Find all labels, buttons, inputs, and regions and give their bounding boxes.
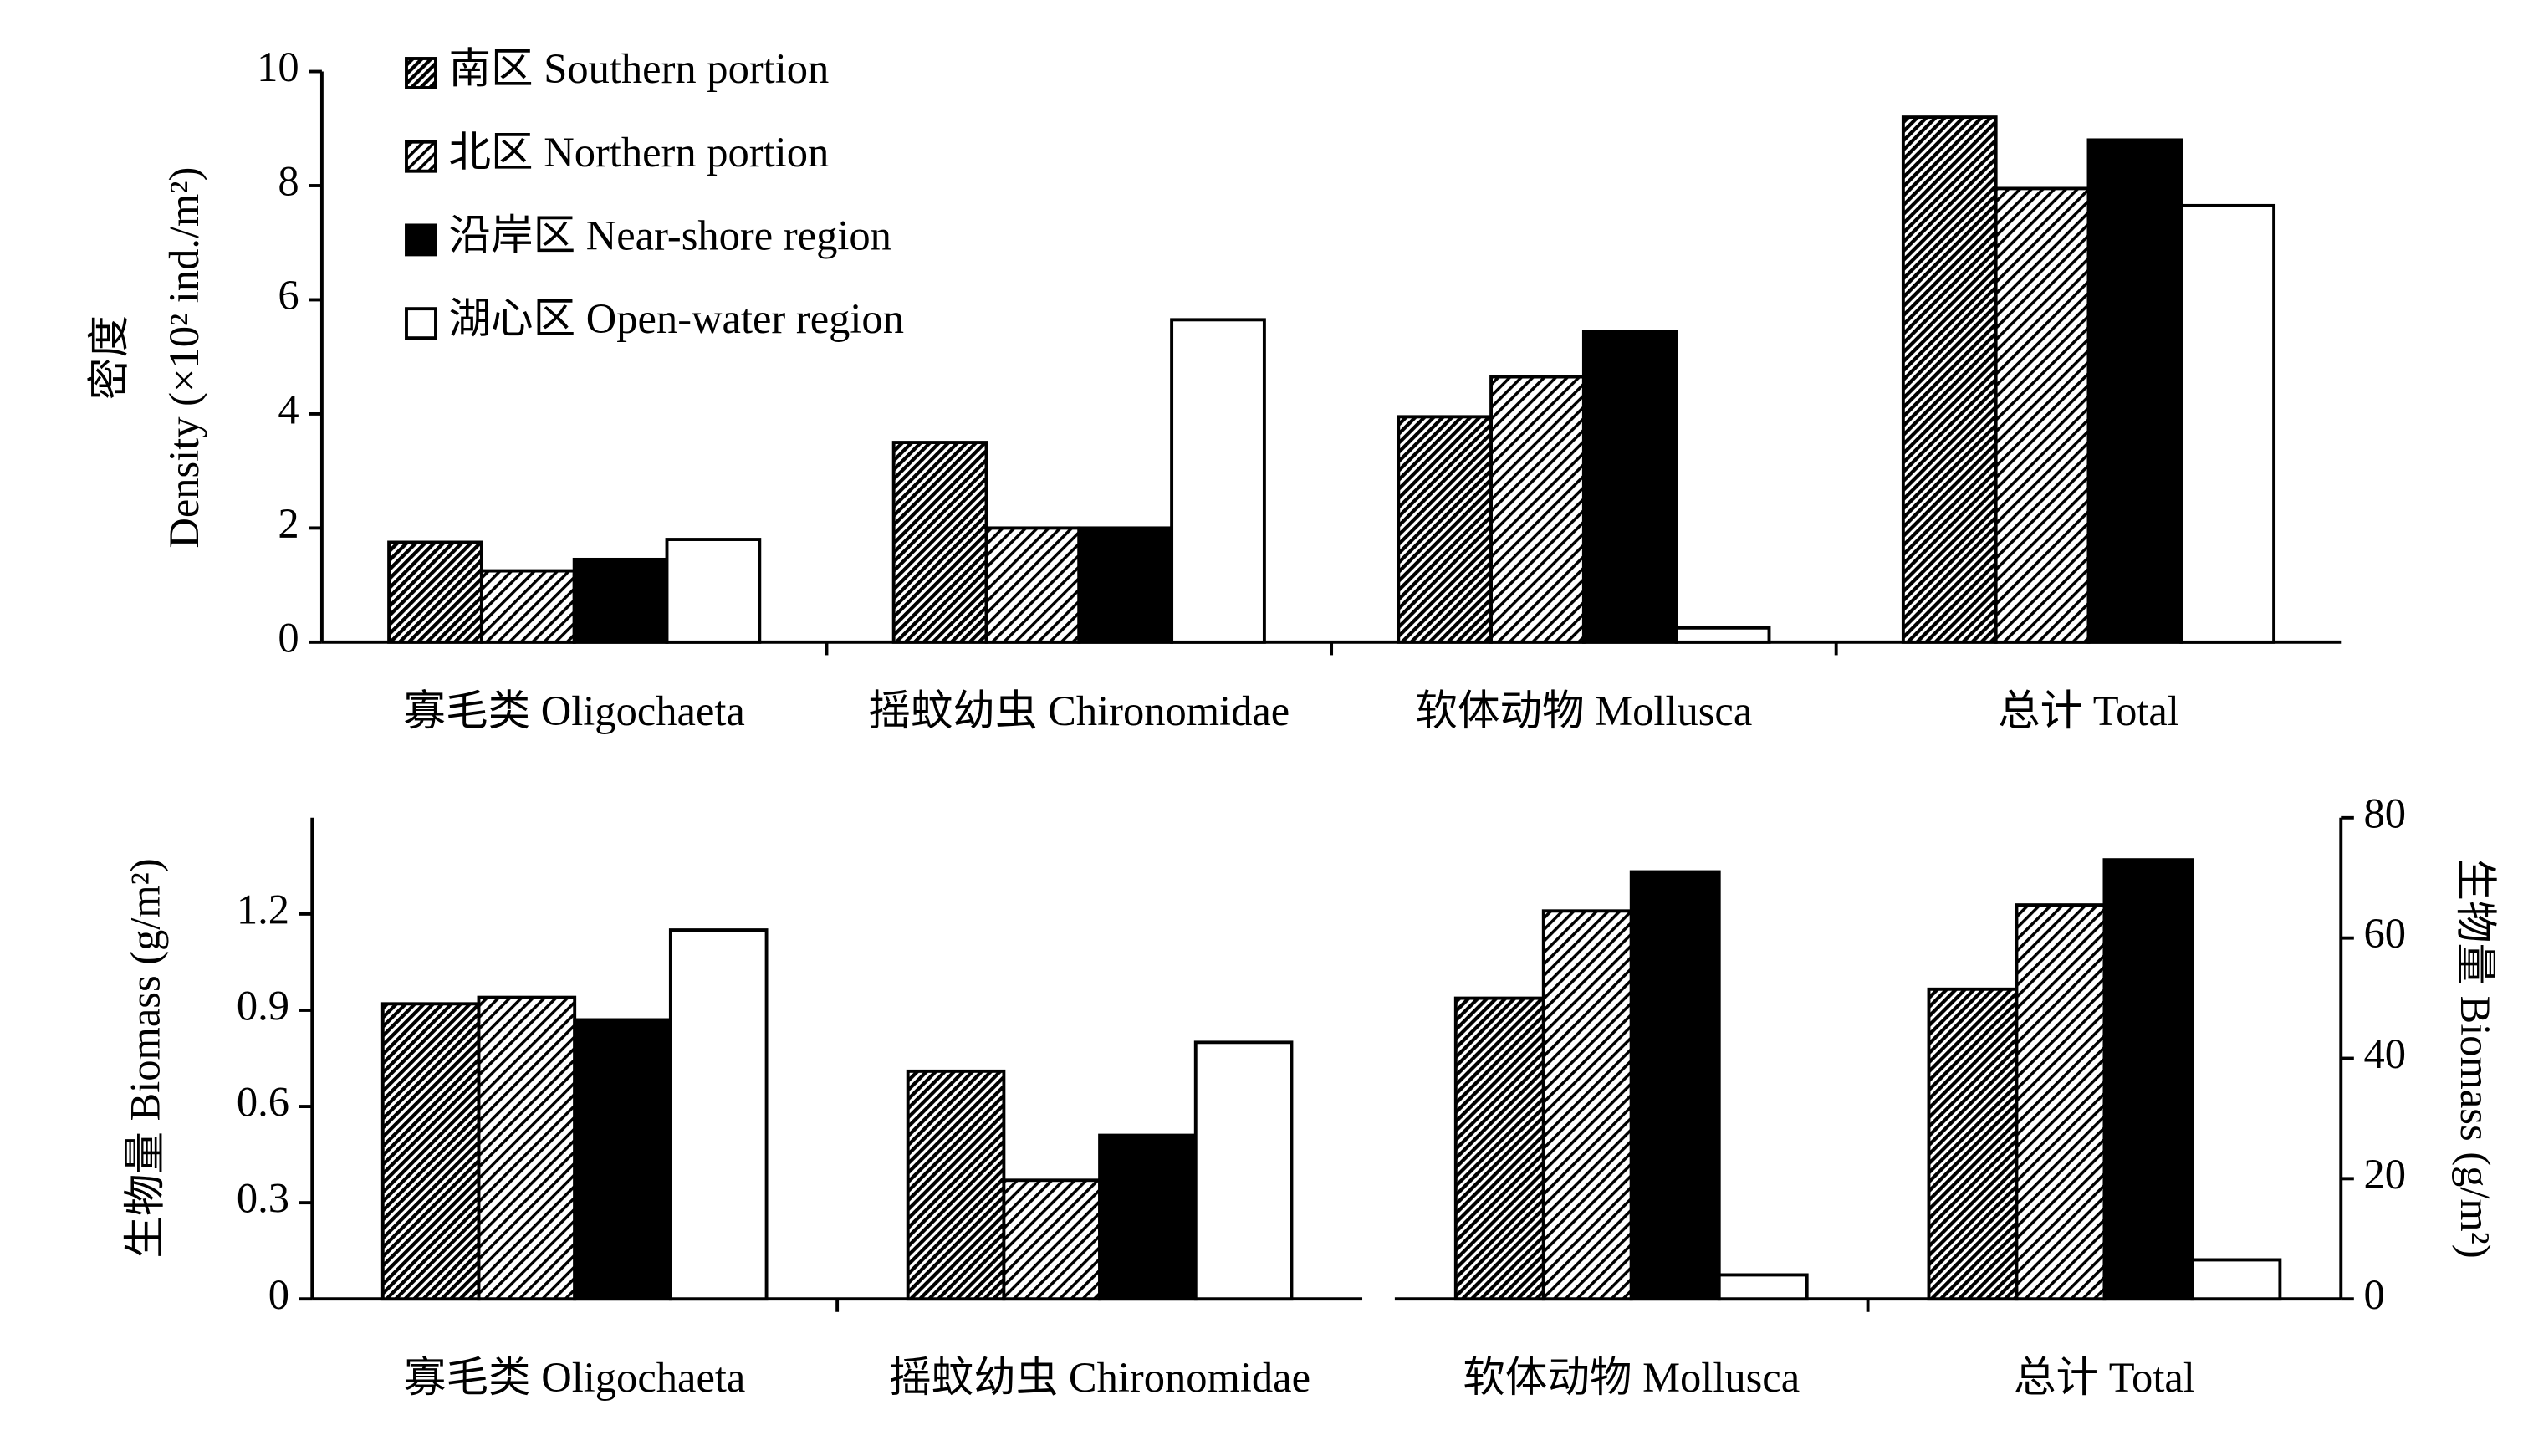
bar bbox=[1077, 526, 1174, 644]
bar bbox=[572, 557, 669, 644]
bar bbox=[477, 995, 577, 1301]
x-tick-label: 寡毛类 Oligochaeta bbox=[404, 1354, 745, 1401]
bar bbox=[1170, 318, 1266, 644]
y-tick-label: 60 bbox=[2363, 910, 2406, 957]
y-tick-label: 0.6 bbox=[237, 1079, 289, 1126]
x-tick-label: 总计 Total bbox=[1998, 687, 2179, 734]
x-tick-label: 摇蚊幼虫 Chironomidae bbox=[889, 1354, 1310, 1401]
y-tick-label: 0 bbox=[278, 614, 299, 661]
y-tick-label: 80 bbox=[2363, 789, 2406, 836]
bar bbox=[2086, 138, 2183, 644]
bar bbox=[573, 1018, 672, 1301]
x-tick-label: 软体动物 Mollusca bbox=[1415, 687, 1752, 734]
legend-label: 南区 Southern portion bbox=[449, 45, 830, 92]
bar bbox=[2102, 858, 2194, 1301]
y-axis-label: 生物量 Biomass (g/m²) bbox=[121, 858, 168, 1258]
legend-swatch bbox=[405, 140, 437, 173]
y-tick-label: 10 bbox=[257, 43, 299, 90]
legend-swatch bbox=[405, 307, 437, 340]
y-tick-label: 40 bbox=[2363, 1030, 2406, 1077]
y-tick-label: 1.2 bbox=[237, 886, 289, 932]
bar bbox=[665, 538, 762, 644]
bar bbox=[668, 928, 769, 1301]
y-axis-label: Density (×10² ind./m²) bbox=[161, 167, 207, 549]
bar bbox=[2179, 203, 2276, 644]
bar bbox=[387, 540, 483, 644]
y-tick-label: 0.9 bbox=[237, 983, 289, 1029]
legend-label: 湖心区 Open-water region bbox=[449, 295, 904, 342]
y-tick-label: 2 bbox=[278, 500, 299, 547]
legend-swatch bbox=[405, 223, 437, 257]
legend-label: 北区 Northern portion bbox=[449, 129, 830, 176]
bar bbox=[380, 1002, 481, 1301]
y-tick-label: 20 bbox=[2363, 1151, 2406, 1198]
y-tick-label: 6 bbox=[278, 272, 299, 319]
bar bbox=[1002, 1178, 1102, 1301]
x-tick-label: 寡毛类 Oligochaeta bbox=[404, 687, 745, 734]
bar bbox=[1717, 1273, 1809, 1301]
bar bbox=[891, 441, 988, 644]
bar bbox=[479, 569, 576, 644]
bar bbox=[1927, 987, 2019, 1301]
bar bbox=[2190, 1258, 2282, 1301]
y-axis-label: 密度 bbox=[86, 315, 133, 400]
bar bbox=[1453, 996, 1545, 1301]
bar bbox=[1193, 1040, 1294, 1301]
bar bbox=[1994, 186, 2091, 644]
bar bbox=[2015, 903, 2107, 1301]
x-tick-label: 摇蚊幼虫 Chironomidae bbox=[868, 687, 1290, 734]
y-tick-label: 4 bbox=[278, 386, 299, 433]
bar bbox=[1397, 415, 1494, 644]
legend-swatch bbox=[405, 57, 437, 89]
bar bbox=[1901, 115, 1998, 644]
y-tick-label: 8 bbox=[278, 158, 299, 205]
bar bbox=[1581, 330, 1678, 644]
bar bbox=[1629, 870, 1721, 1301]
legend-label: 沿岸区 Near-shore region bbox=[449, 212, 891, 259]
bar bbox=[984, 526, 1081, 644]
y-tick-label: 0 bbox=[268, 1271, 289, 1318]
y-tick-label: 0 bbox=[2363, 1271, 2384, 1318]
x-tick-label: 软体动物 Mollusca bbox=[1463, 1354, 1800, 1401]
bar bbox=[1674, 626, 1771, 644]
bar bbox=[1489, 375, 1586, 644]
y-tick-label: 0.3 bbox=[237, 1175, 289, 1222]
bar bbox=[1098, 1133, 1198, 1301]
y-axis-label: 生物量 Biomass (g/m²) bbox=[2452, 858, 2499, 1258]
bar bbox=[1541, 909, 1633, 1301]
bar bbox=[906, 1069, 1006, 1301]
x-tick-label: 总计 Total bbox=[2014, 1354, 2195, 1401]
